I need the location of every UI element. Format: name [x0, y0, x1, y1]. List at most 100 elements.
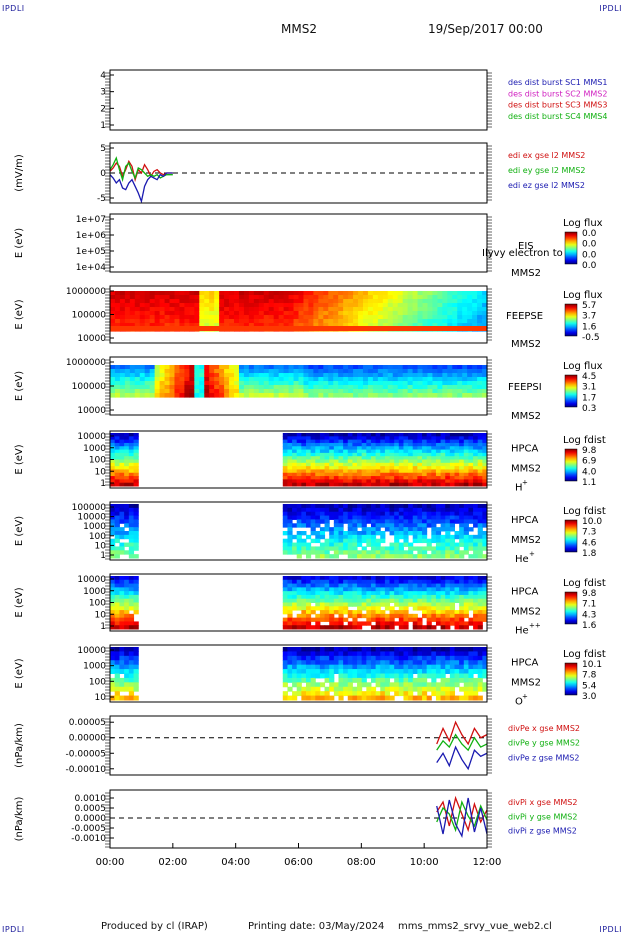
- feepsi-pixel: [119, 381, 126, 386]
- hpca-he2-panel-colorbar-tick: 9.8: [582, 589, 597, 599]
- hpca-h-pixel: [468, 459, 474, 464]
- hpca-he2-pixel: [366, 617, 372, 622]
- feepse-pixel: [273, 311, 280, 316]
- hpca-he2-pixel: [440, 576, 446, 581]
- hpca-he-pixel: [305, 515, 312, 520]
- hpca-he2-pixel: [319, 576, 326, 581]
- hpca-h-pixel: [114, 476, 120, 480]
- hpca-h-pixel: [338, 472, 344, 477]
- hpca-he2-pixel: [463, 598, 469, 603]
- hpca-he-pixel: [128, 507, 135, 513]
- feepse-pixel: [278, 299, 285, 304]
- hpca-h-pixel: [375, 462, 381, 467]
- hpca-h-pixel: [366, 456, 372, 460]
- feepse-pixel: [298, 319, 305, 324]
- hpca-he-pixel: [473, 523, 479, 528]
- hpca-h-pixel: [422, 433, 428, 437]
- feepsi-pixel: [129, 369, 136, 374]
- feepse-pixel: [382, 303, 389, 308]
- hpca-he2-pixel: [482, 617, 488, 622]
- hpca-he2-pixel: [292, 621, 298, 626]
- hpca-he-pixel: [380, 538, 386, 544]
- hpca-h-pixel: [124, 472, 130, 477]
- hpca-he2-pixel: [338, 587, 344, 592]
- hpca-he-pixel: [403, 515, 409, 520]
- feepse-pixel: [412, 299, 419, 304]
- hpca-he-pixel: [463, 515, 469, 520]
- hpca-h-pixel: [282, 469, 288, 474]
- hpca-o-pixel: [431, 677, 437, 683]
- hpca-h-pixel: [449, 442, 456, 447]
- hpca-he-pixel: [435, 527, 442, 532]
- feepsi-pixel: [338, 389, 344, 394]
- feepse-pixel: [144, 299, 151, 304]
- hpca-o-pixel: [435, 695, 442, 701]
- hpca-h-pixel: [403, 479, 409, 484]
- feepse-pixel: [234, 295, 240, 300]
- hpca-o-pixel: [319, 673, 326, 679]
- feepse-pixel: [273, 295, 280, 300]
- hpca-h-pixel: [305, 456, 312, 460]
- hpca-h-pixel: [305, 449, 312, 454]
- hpca-he-pixel: [370, 515, 377, 520]
- feepsi-panel-ylabel: E (eV): [14, 371, 25, 401]
- feepsi-pixel: [114, 385, 121, 390]
- hpca-h-pixel: [408, 459, 414, 464]
- feepse-pixel: [159, 323, 166, 328]
- feepse-pixel: [417, 307, 424, 312]
- hpca-h-pixel: [124, 476, 130, 480]
- feepse-panel-colorbar-tick: 5.7: [582, 301, 596, 311]
- feepsi-pixel: [184, 373, 190, 378]
- hpca-he-pixel: [412, 534, 418, 540]
- feepse-pixel: [358, 319, 364, 324]
- feepsi-pixel: [303, 369, 310, 374]
- hpca-he-pixel: [366, 519, 372, 524]
- hpca-o-pixel: [375, 695, 381, 701]
- feepse-pixel: [258, 311, 265, 316]
- feepse-pixel: [199, 299, 205, 304]
- hpca-h-pixel: [128, 446, 135, 451]
- hpca-he-pixel: [403, 507, 409, 513]
- hpca-he-pixel: [468, 534, 474, 540]
- hpca-h-pixel: [431, 462, 437, 467]
- hpca-h-pixel: [445, 442, 451, 447]
- feepsi-pixel: [174, 369, 181, 374]
- hpca-h-pixel: [305, 482, 312, 487]
- hpca-h-pixel: [412, 433, 418, 437]
- hpca-he2-pixel: [319, 610, 326, 615]
- hpca-h-pixel: [398, 462, 404, 467]
- hpca-he2-pixel: [426, 606, 432, 611]
- feepse-pixel: [204, 311, 210, 316]
- hpca-he2-pixel: [110, 598, 116, 603]
- hpca-h-pixel: [310, 439, 316, 444]
- hpca-he2-pixel: [133, 576, 139, 581]
- hpca-h-pixel: [417, 456, 423, 460]
- hpca-he2-pixel: [380, 587, 386, 592]
- hpca-o-pixel: [449, 655, 456, 661]
- feepsi-pixel: [303, 393, 310, 398]
- hpca-he-pixel: [463, 507, 469, 513]
- hpca-he2-pixel: [124, 587, 130, 592]
- hpca-o-pixel: [133, 651, 139, 657]
- hpca-he-pixel: [422, 531, 428, 536]
- hpca-h-pixel: [394, 433, 400, 437]
- hpca-o-pixel: [468, 695, 474, 701]
- hpca-h-pixel: [398, 469, 404, 474]
- hpca-he-pixel: [482, 542, 488, 547]
- feepse-pixel: [199, 303, 205, 308]
- hpca-he-pixel: [445, 527, 451, 532]
- hpca-he2-pixel: [124, 579, 130, 585]
- hpca-h-pixel: [473, 482, 479, 487]
- hpca-he2-pixel: [389, 617, 395, 622]
- hpca-h-pixel: [315, 442, 321, 447]
- hpca-h-pixel: [454, 472, 460, 477]
- hpca-he-pixel: [482, 519, 488, 524]
- feepsi-pixel: [209, 377, 215, 382]
- hpca-he2-pixel: [422, 602, 428, 607]
- hpca-o-pixel: [319, 669, 326, 674]
- feepse-pixel: [392, 323, 399, 328]
- feepsi-pixel: [362, 373, 369, 378]
- hpca-he2-pixel: [440, 591, 446, 596]
- feepse-pixel: [452, 315, 458, 320]
- feepsi-pixel: [348, 393, 354, 398]
